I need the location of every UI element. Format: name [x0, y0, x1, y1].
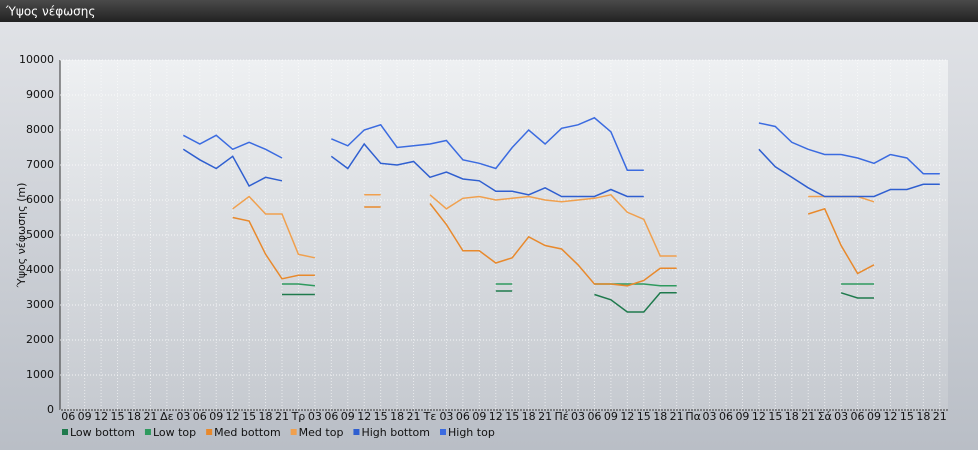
x-tick-label: 09 [604, 410, 618, 423]
legend-label: Low bottom [70, 426, 135, 439]
y-tick-label: 5000 [26, 228, 54, 241]
x-tick-label: 21 [407, 410, 421, 423]
legend-swatch [144, 429, 151, 435]
x-tick-label: Τε [423, 410, 437, 423]
x-tick-label: 06 [587, 410, 601, 423]
x-tick-label: 21 [801, 410, 815, 423]
y-tick-label: 3000 [26, 298, 54, 311]
legend-swatch [290, 429, 297, 435]
y-tick-label: 6000 [26, 193, 54, 206]
x-tick-label: Δε [160, 410, 174, 423]
chart-title: Ύψος νέφωσης [5, 5, 95, 19]
x-tick-label: 12 [489, 410, 503, 423]
x-tick-label: Πα [685, 410, 701, 423]
x-tick-label: 06 [456, 410, 470, 423]
y-tick-label: 1000 [26, 368, 54, 381]
x-tick-label: 06 [61, 410, 75, 423]
x-tick-label: 09 [735, 410, 749, 423]
series-line [282, 290, 874, 313]
x-tick-label: 21 [143, 410, 157, 423]
legend-label: High top [448, 426, 495, 439]
y-tick-label: 10000 [19, 53, 54, 66]
x-tick-label: 15 [505, 410, 519, 423]
x-tick-label: 12 [752, 410, 766, 423]
x-tick-label: 18 [127, 410, 141, 423]
x-tick-label: 15 [242, 410, 256, 423]
x-tick-label: 21 [670, 410, 684, 423]
legend-label: High bottom [361, 426, 430, 439]
x-tick-label: 12 [226, 410, 240, 423]
legend-swatch [62, 429, 68, 435]
x-tick-label: 03 [308, 410, 322, 423]
legend-swatch [353, 429, 360, 435]
y-tick-label: 9000 [26, 88, 54, 101]
x-tick-label: 06 [193, 410, 207, 423]
x-tick-label: 03 [703, 410, 717, 423]
x-tick-label: 18 [916, 410, 930, 423]
series-line [232, 193, 875, 259]
x-tick-label: 15 [900, 410, 914, 423]
legend-swatch [206, 429, 213, 435]
legend-swatch [440, 429, 446, 435]
series-line [282, 283, 874, 287]
y-axis-label: Ύψος νέφωσης (m) [15, 183, 28, 289]
x-tick-label: 21 [275, 410, 289, 423]
x-tick-label: 06 [719, 410, 733, 423]
x-tick-label: 15 [111, 410, 125, 423]
x-tick-label: Σά [818, 410, 832, 423]
x-tick-label: Τρ [291, 410, 306, 423]
x-tick-label: 12 [94, 410, 108, 423]
header-bar [0, 0, 978, 22]
y-tick-label: 7000 [26, 158, 54, 171]
x-tick-label: 18 [259, 410, 273, 423]
series-line [182, 142, 940, 198]
y-tick-label: 4000 [26, 263, 54, 276]
x-tick-label: Πέ [554, 410, 568, 423]
x-tick-label: 03 [571, 410, 585, 423]
series-line [232, 203, 875, 287]
legend-label: Low top [153, 426, 196, 439]
y-tick-label: 0 [47, 403, 54, 416]
x-tick-label: 21 [933, 410, 947, 423]
y-tick-label: 2000 [26, 333, 54, 346]
x-tick-label: 06 [324, 410, 338, 423]
x-tick-label: 18 [785, 410, 799, 423]
x-tick-label: 12 [883, 410, 897, 423]
x-tick-label: 09 [341, 410, 355, 423]
legend-label: Med top [299, 426, 344, 439]
x-tick-label: 06 [851, 410, 865, 423]
x-tick-label: 09 [209, 410, 223, 423]
x-tick-label: 21 [538, 410, 552, 423]
x-tick-label: 09 [472, 410, 486, 423]
x-tick-label: 09 [78, 410, 92, 423]
x-tick-label: 12 [357, 410, 371, 423]
x-tick-label: 18 [522, 410, 536, 423]
x-tick-label: 15 [637, 410, 651, 423]
y-tick-label: 8000 [26, 123, 54, 136]
series-line [182, 116, 940, 175]
x-tick-label: 03 [176, 410, 190, 423]
legend-label: Med bottom [214, 426, 281, 439]
x-tick-label: 15 [374, 410, 388, 423]
x-tick-label: 12 [620, 410, 634, 423]
x-tick-label: 18 [390, 410, 404, 423]
x-tick-label: 15 [768, 410, 782, 423]
x-tick-label: 18 [653, 410, 667, 423]
x-tick-label: 03 [439, 410, 453, 423]
x-tick-label: 09 [867, 410, 881, 423]
x-tick-label: 03 [834, 410, 848, 423]
